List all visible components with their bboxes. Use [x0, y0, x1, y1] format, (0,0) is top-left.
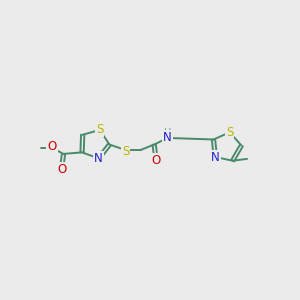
- Text: N: N: [211, 151, 220, 164]
- Text: N: N: [94, 152, 103, 165]
- Text: S: S: [226, 126, 233, 139]
- Text: O: O: [57, 163, 67, 176]
- Text: O: O: [47, 140, 57, 153]
- Text: S: S: [96, 123, 103, 136]
- Text: S: S: [122, 145, 129, 158]
- Text: N: N: [163, 131, 172, 144]
- Text: O: O: [151, 154, 160, 166]
- Text: H: H: [164, 128, 171, 137]
